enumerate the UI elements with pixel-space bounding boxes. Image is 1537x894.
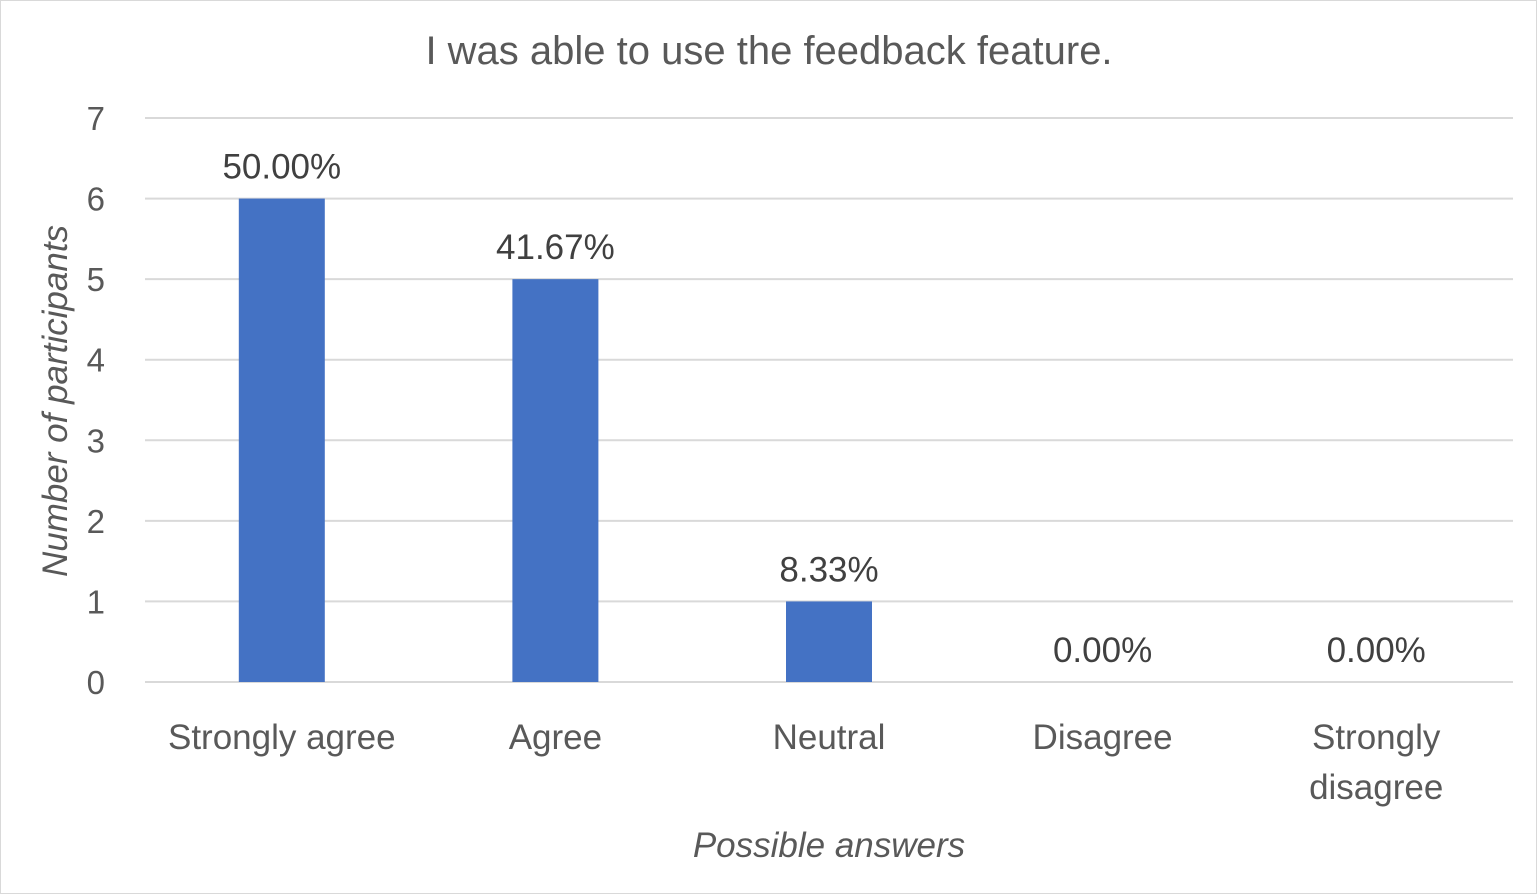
data-label: 0.00%: [1327, 631, 1426, 670]
y-tick-label: 2: [87, 503, 105, 540]
chart-title: I was able to use the feedback feature.: [425, 29, 1112, 73]
y-tick-label: 6: [87, 181, 105, 218]
bar: [786, 601, 872, 682]
y-tick-label: 1: [87, 583, 105, 620]
y-tick-label: 3: [87, 422, 105, 459]
x-category-label: Strongly agree: [168, 718, 396, 757]
bar: [238, 198, 325, 683]
x-axis-categories: Strongly agree Agree Neutral Disagree Strong…: [168, 718, 1443, 807]
data-label: 0.00%: [1053, 631, 1152, 670]
x-axis-title: Possible answers: [693, 826, 965, 865]
x-category-label: disagree: [1309, 768, 1443, 807]
x-category-label: Agree: [509, 718, 602, 757]
y-tick-label: 5: [87, 261, 105, 298]
x-category-label: Neutral: [773, 718, 886, 757]
data-label: 8.33%: [779, 550, 878, 589]
y-tick-label: 4: [87, 342, 105, 379]
data-label: 41.67%: [496, 228, 615, 267]
x-category-label: Strongly: [1312, 718, 1441, 757]
data-labels: 50.00% 41.67% 8.33% 0.00% 0.00%: [222, 148, 1425, 670]
data-label: 50.00%: [222, 148, 341, 187]
y-tick-label: 7: [87, 100, 105, 137]
y-axis-title: Number of participants: [36, 225, 75, 577]
y-axis-ticks: 0 1 2 3 4 5 6 7: [87, 100, 105, 701]
bars: [238, 198, 872, 683]
x-category-label: Disagree: [1033, 718, 1173, 757]
bar: [512, 279, 599, 682]
y-tick-label: 0: [87, 664, 105, 701]
gridlines: [145, 117, 1513, 683]
